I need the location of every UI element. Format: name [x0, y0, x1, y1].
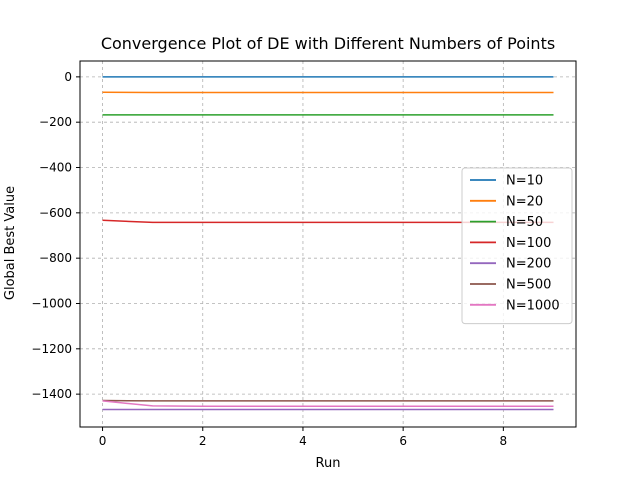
legend: N=10 N=20 N=50 N=100 N=200 N=500 N=1000	[461, 167, 573, 325]
y-tick-label: −200	[39, 115, 72, 129]
x-tick-label: 0	[99, 434, 107, 448]
ticks-layer: 0 2 4 6 8 0 −200 −400 −600 −800 −1000 −1200 −1400	[31, 70, 507, 448]
legend-label: N=100	[506, 236, 551, 251]
y-tick-label: 0	[64, 70, 72, 84]
x-tick-label: 4	[299, 434, 307, 448]
chart-title: Convergence Plot of DE with Different Nu…	[101, 34, 555, 53]
y-tick-label: −1000	[31, 296, 72, 310]
y-tick-label: −1400	[31, 387, 72, 401]
x-tick-label: 8	[500, 434, 508, 448]
legend-label: N=50	[506, 215, 543, 230]
x-tick-label: 2	[199, 434, 207, 448]
legend-label: N=1000	[506, 298, 560, 313]
x-axis-label: Run	[316, 456, 341, 471]
y-tick-label: −800	[39, 251, 72, 265]
y-tick-label: −400	[39, 161, 72, 175]
x-tick-label: 6	[399, 434, 407, 448]
legend-label: N=10	[506, 174, 543, 189]
plot-frame	[79, 60, 577, 428]
legend-label: N=500	[506, 278, 551, 293]
y-axis-label: Global Best Value	[3, 186, 18, 300]
series-line-n-1000	[102, 400, 554, 407]
y-tick-label: −600	[39, 206, 72, 220]
y-tick-label: −1200	[31, 342, 72, 356]
legend-label: N=200	[506, 257, 551, 272]
legend-label: N=20	[506, 194, 543, 209]
